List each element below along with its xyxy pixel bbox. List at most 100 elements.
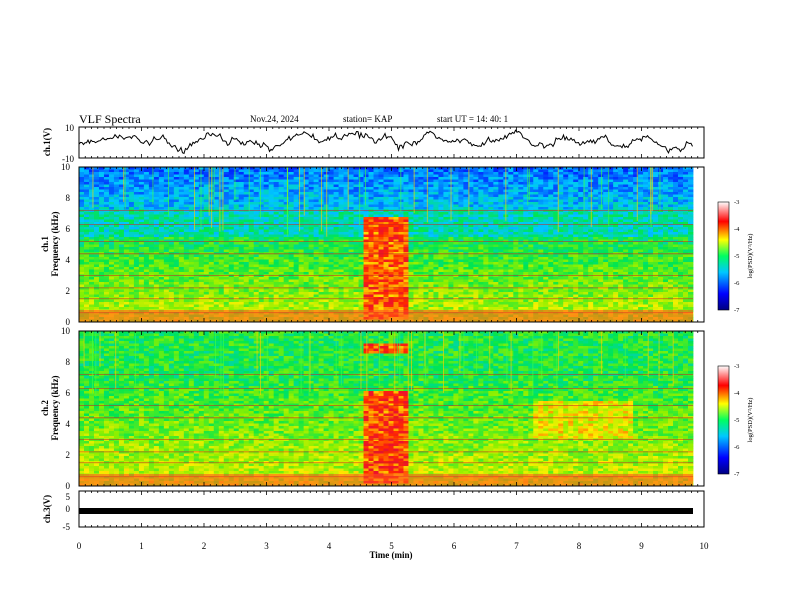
ch1-spectrogram-cell [249,255,254,258]
ch1-spectrogram-cell [568,217,573,220]
ch1-spectrogram-cell [418,237,423,240]
ch1-spectrogram-cell [89,260,94,263]
ch1-spectrogram-cell [204,242,209,245]
ch1-spectrogram-cell [688,177,693,180]
ch1-spectrogram-cell [79,172,84,175]
ch1-spectrogram-cell [558,242,563,245]
ch1-spectrogram-cell [553,240,558,243]
ch1-spectrogram-cell [518,245,523,248]
ch1-spectrogram-cell [209,250,214,253]
ch1-spectrogram-cell [408,250,413,253]
ch1-spectrogram-cell [279,237,284,240]
ch1-spectrogram-cell [369,260,374,263]
ch1-spectrogram-cell [79,247,84,250]
ch1-spectrogram-cell [309,245,314,248]
ch1-spectrogram-cell [149,195,154,198]
ch1-spectrogram-cell [354,247,359,250]
ch1-spectrogram-cell [648,242,653,245]
ch1-spectrogram-cell [379,182,384,185]
ch1-spectrogram-cell [284,200,289,203]
ch1-spectrogram-cell [433,227,438,230]
ch1-spectrogram-cell [189,195,194,198]
ch1-spectrogram-cell [628,172,633,175]
ch1-spectrogram-cell [224,205,229,208]
ch1-spectrogram-cell [374,182,379,185]
ch1-spectrogram-cell [593,190,598,193]
ch1-spectrogram-cell [89,170,94,173]
ch1-spectrogram-cell [623,187,628,190]
ch1-spectrogram-cell [84,205,89,208]
ch1-spectrogram-cell [528,215,533,218]
ch1-spectrogram-cell [174,172,179,175]
ch1-spectrogram-cell [408,232,413,235]
ch1-spectrogram-cell [598,170,603,173]
ch1-spectrogram-cell [393,200,398,203]
ch1-spectrogram-cell [144,192,149,195]
ch1-spectrogram-cell [573,235,578,238]
ch1-spectrogram-cell [418,245,423,248]
ch1-spectrogram-cell [508,187,513,190]
ch1-spectrogram-cell [678,210,683,213]
ch1-spectrogram-cell [668,217,673,220]
ch1-spectrogram-cell [518,240,523,243]
ch1-spectrogram-cell [144,232,149,235]
ch1-spectrogram-cell [418,205,423,208]
ch1-spectrogram-cell [408,230,413,233]
ch1-spectrogram-cell [638,257,643,260]
ch1-spectrogram-cell [618,197,623,200]
ch1-spectrogram-cell [389,247,394,250]
ch1-spectrogram-cell [169,215,174,218]
ch1-spectrogram-cell [538,192,543,195]
ch1-spectrogram-cell [523,257,528,260]
ch1-spectrogram-cell [483,192,488,195]
ch1-spectrogram-cell [563,187,568,190]
ch1-spectrogram-cell [329,210,334,213]
ch1-spectrogram-cell [523,235,528,238]
ch1-spectrogram-cell [443,177,448,180]
ch1-spectrogram-cell [314,210,319,213]
ch1-spectrogram-cell [259,220,264,223]
ch1-spectrogram-cell [284,177,289,180]
ch1-spectrogram-cell [418,187,423,190]
ch1-spectrogram-cell [528,212,533,215]
ch1-spectrogram-cell [468,255,473,258]
ch1-spectrogram-cell [354,190,359,193]
ch1-spectrogram-cell [658,200,663,203]
ch1-spectrogram-cell [408,185,413,188]
ch1-spectrogram-cell [164,247,169,250]
ch1-spectrogram-cell [428,180,433,183]
ch1-spectrogram-cell [593,225,598,228]
ch1-spectrogram-cell [289,210,294,213]
ch1-spectrogram-cell [668,257,673,260]
ch1-spectrogram-cell [638,227,643,230]
ch1-spectrogram-cell [159,250,164,253]
ch1-spectrogram-cell [354,225,359,228]
ch1-spectrogram-cell [129,220,134,223]
ch1-spectrogram-cell [673,230,678,233]
ch1-spectrogram-cell [374,262,379,265]
ch1-spectrogram-cell [339,182,344,185]
ch1-spectrogram-cell [548,220,553,223]
ch1-spectrogram-cell [124,260,129,263]
ch1-spectrogram-cell [274,240,279,243]
ch1-spectrogram-cell [568,192,573,195]
ch1-spectrogram-cell [309,190,314,193]
ch1-spectrogram-cell [613,245,618,248]
ch1-spectrogram-cell [583,232,588,235]
ch1-spectrogram-cell [418,250,423,253]
ch1-spectrogram-cell [294,215,299,218]
ch1-spectrogram-cell [453,195,458,198]
ch1-spectrogram-cell [393,237,398,240]
ch1-spectrogram-cell [598,197,603,200]
ch1-spectrogram-cell [573,237,578,240]
ch1-spectrogram-cell [453,247,458,250]
ch1-spectrogram-cell [249,242,254,245]
ch1-spectrogram-cell [389,257,394,260]
ch1-spectrogram-cell [109,262,114,265]
ch1-spectrogram-cell [184,260,189,263]
ch1-spectrogram-cell [179,257,184,260]
ch1-spectrogram-cell [89,180,94,183]
ch1-spectrogram-cell [329,247,334,250]
ch1-spectrogram-cell [99,242,104,245]
ch1-spectrogram-cell [94,255,99,258]
